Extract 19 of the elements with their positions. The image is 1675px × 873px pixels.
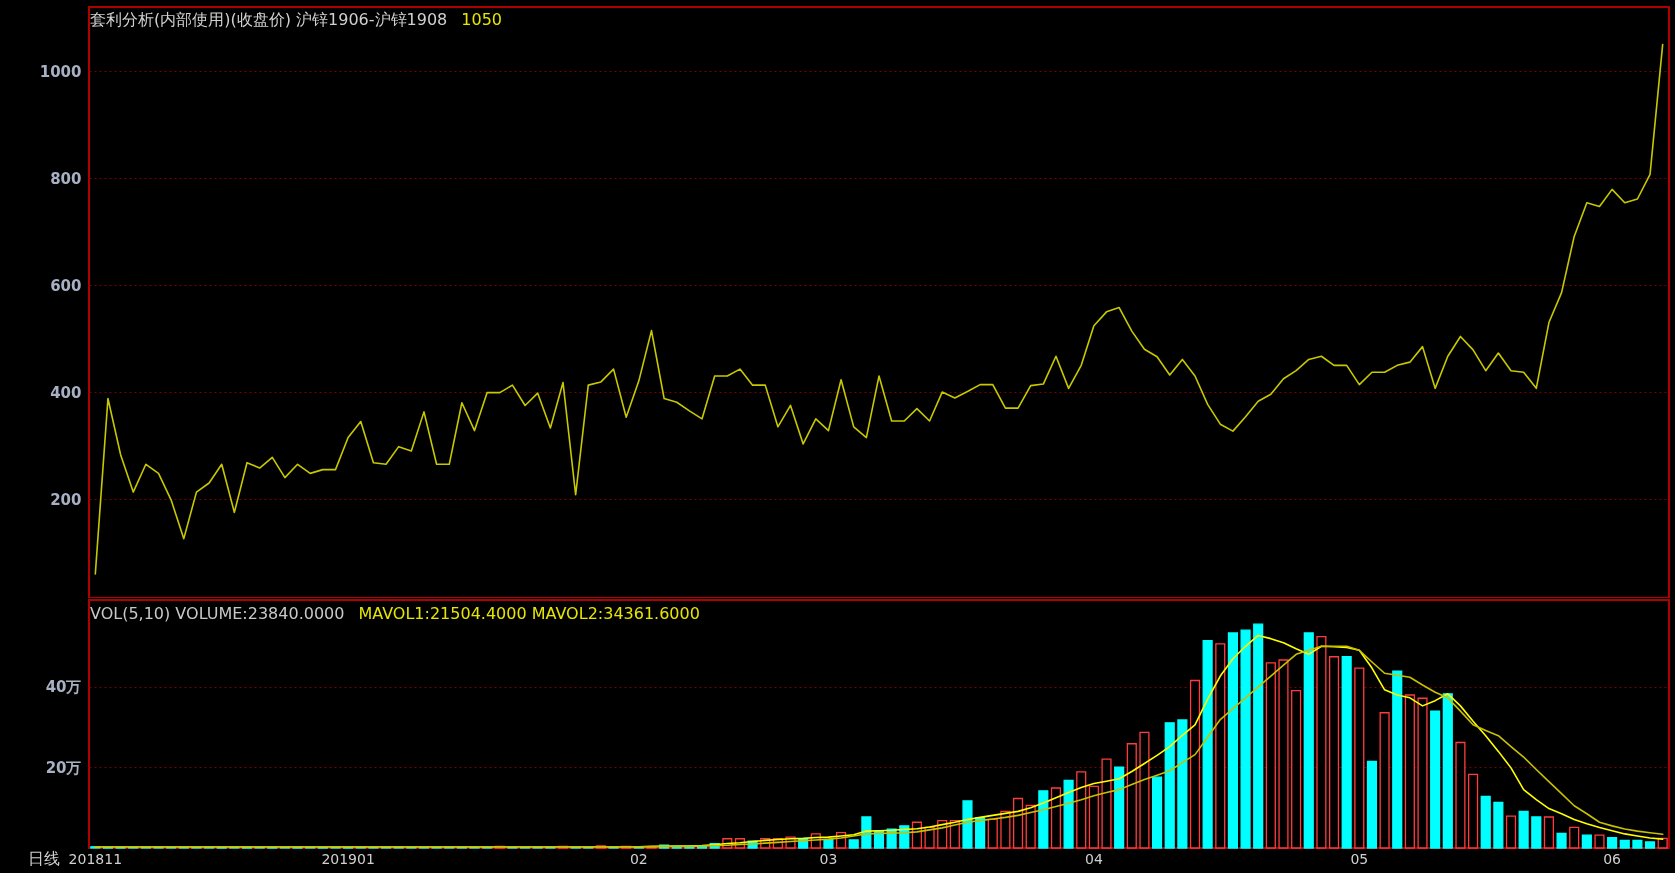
x-tick-label: 04 [1084,850,1103,867]
x-tick-label: 201901 [321,850,375,867]
x-tick-label: 02 [629,850,648,867]
y-tick-label: 800 [50,169,82,188]
chart-title: 套利分析(内部使用)(收盘价) 沪锌1906-沪锌1908 [90,10,448,29]
x-tick-label: 06 [1603,850,1622,867]
x-axis-title: 日线 [27,848,60,868]
y-tick-label: 600 [50,276,82,295]
annotation: VOL(5,10) VOLUME:23840.0000 [90,604,345,623]
annotation: MAVOL1:21504.4000 MAVOL2:34361.6000 [358,604,700,623]
y-tick-label: 20万 [45,758,82,777]
y-tick-label: 40万 [45,678,82,697]
annotation: 1050 [461,10,502,29]
x-tick-label: 05 [1350,850,1369,867]
x-tick-label: 201811 [68,850,123,867]
y-tick-label: 200 [50,490,82,509]
y-tick-label: 1000 [39,62,82,81]
x-tick-label: 03 [819,850,838,867]
y-tick-label: 400 [50,383,82,402]
